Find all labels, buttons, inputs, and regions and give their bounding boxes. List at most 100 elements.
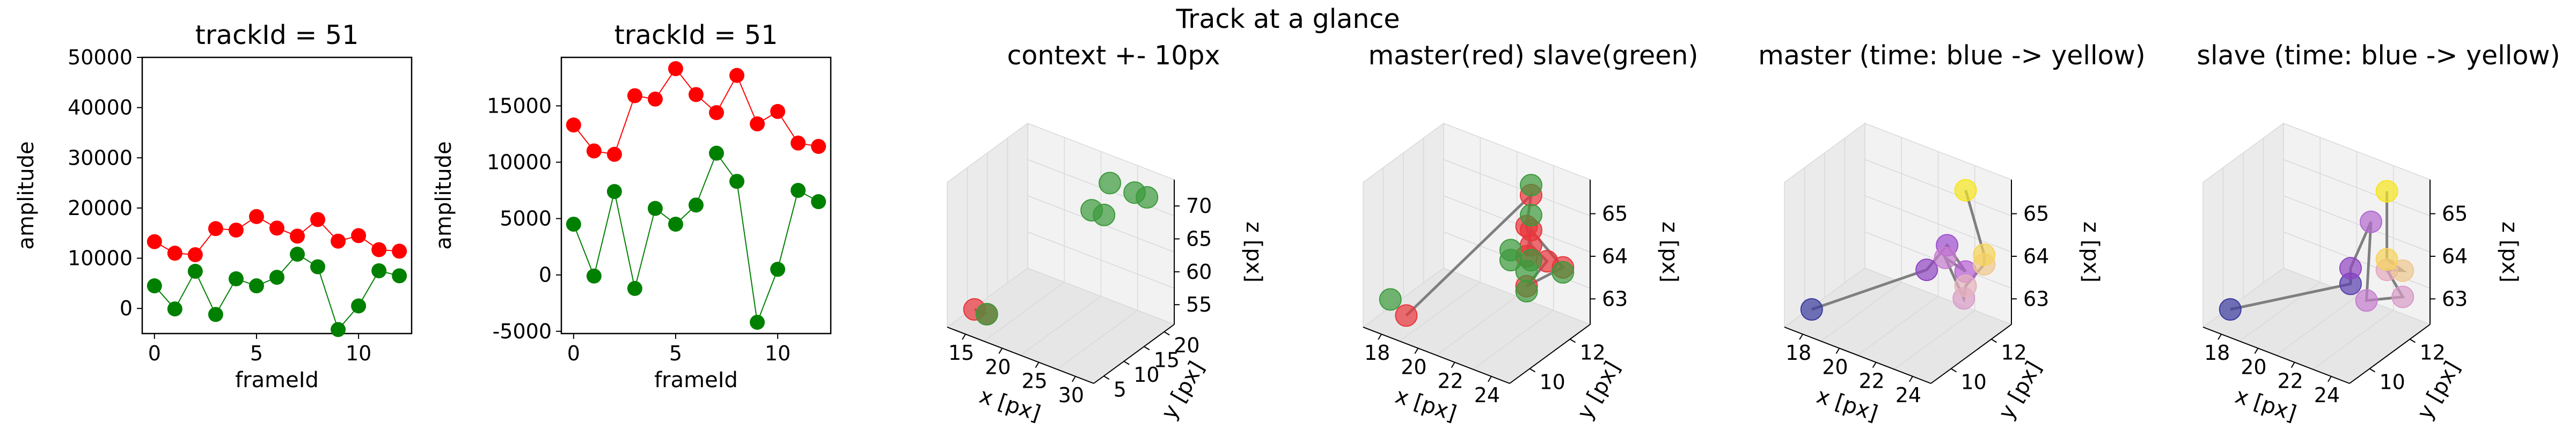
y-tick-label: 12 xyxy=(2001,341,2027,365)
x-tick xyxy=(1451,362,1455,368)
scatter-point xyxy=(1800,298,1823,321)
x-tick xyxy=(1909,376,1913,382)
scatter-point xyxy=(1915,258,1938,282)
data-point xyxy=(310,259,326,275)
scatter-point xyxy=(975,302,998,326)
z-tick-label: 64 xyxy=(2023,245,2049,268)
scatter-point xyxy=(2355,289,2378,312)
y-tick-label: 10 xyxy=(1540,371,1565,394)
data-point xyxy=(627,88,642,103)
x-tick-label: 5 xyxy=(250,342,263,365)
x-tick-label: 22 xyxy=(1858,369,1884,393)
data-point xyxy=(647,201,663,216)
y-tick-label: -5000 xyxy=(493,320,552,343)
scatter-point xyxy=(1093,203,1116,226)
scatter-point xyxy=(2375,180,2398,203)
y-tick-label: 12 xyxy=(1580,341,1606,365)
data-point xyxy=(290,247,305,262)
data-point xyxy=(668,217,683,232)
scatter-point xyxy=(2391,259,2414,282)
scatter-point xyxy=(1099,172,1122,195)
x-tick-label: 20 xyxy=(1401,355,1426,379)
y-tick xyxy=(1163,331,1170,336)
grid-line xyxy=(1820,282,1902,342)
scatter-point xyxy=(1499,239,1522,262)
scatter-point xyxy=(1519,204,1542,227)
chart-title: slave (time: blue -> yellow) xyxy=(2197,40,2560,71)
line-chart-1: trackId = 51 0 5 10 0 10000 20000 30000 40000 500… xyxy=(14,20,413,393)
chart-panels: trackId = 510 5 10010000200003000040000500… xyxy=(14,20,2560,426)
data-point xyxy=(689,197,704,213)
grid-line xyxy=(1399,282,1481,342)
x-tick xyxy=(1035,362,1040,368)
x-tick xyxy=(1414,347,1419,354)
y-tick xyxy=(2369,368,2376,373)
x-tick-label: 0 xyxy=(567,342,580,365)
data-point xyxy=(791,183,806,198)
z-tick-label: 55 xyxy=(1186,293,1212,316)
grid-line xyxy=(1057,310,1138,370)
data-point xyxy=(269,270,284,285)
y-tick xyxy=(1569,338,1576,343)
grid-line xyxy=(2283,159,2431,217)
z-axis-label: z [px] xyxy=(2497,221,2522,283)
z-tick-label: 63 xyxy=(2023,287,2049,310)
scatter-point xyxy=(1954,275,1977,298)
x-tick-label: 24 xyxy=(1474,383,1500,407)
data-point xyxy=(392,243,407,259)
scatter-point xyxy=(1934,246,1957,269)
grid-line xyxy=(1894,310,1975,370)
y-tick-label: 40000 xyxy=(68,96,133,120)
data-point xyxy=(586,143,602,159)
scatter-point xyxy=(2219,298,2242,321)
grid-line xyxy=(2283,195,2431,253)
z-tick-label: 65 xyxy=(2023,202,2049,226)
x-tick-label: 22 xyxy=(2277,369,2303,393)
x-tick-label: 20 xyxy=(2241,355,2266,379)
y-tick-label: 5 xyxy=(1114,378,1126,401)
x-tick xyxy=(2328,376,2332,382)
y-tick-label: 10000 xyxy=(68,247,133,270)
data-point xyxy=(770,262,786,277)
y-axis-label: y [px] xyxy=(1572,357,1625,424)
x-axis-line xyxy=(947,327,1094,384)
data-point xyxy=(392,268,407,284)
scatter-point xyxy=(2359,210,2382,233)
data-point xyxy=(187,263,203,279)
3d-scatter-3: master (time: blue -> yellow) 18 20 22 24 10 1… xyxy=(1758,40,2146,426)
y-tick-label: 20 xyxy=(1174,334,1199,357)
grid-line xyxy=(2312,310,2394,370)
x-axis-line xyxy=(2202,327,2350,384)
y-tick-label: 5000 xyxy=(500,207,552,231)
y-tick-label: 15 xyxy=(1154,348,1180,372)
y-axis-line xyxy=(1930,324,2012,384)
z-tick-label: 63 xyxy=(2442,287,2468,310)
y-tick-label: 12 xyxy=(2420,341,2446,365)
x-tick xyxy=(1872,362,1877,368)
data-point xyxy=(310,212,326,227)
x-tick-label: 25 xyxy=(1021,369,1047,393)
scatter-point xyxy=(1379,288,1402,311)
data-point xyxy=(228,271,244,286)
series-line-2 xyxy=(573,152,819,324)
z-tick-label: 65 xyxy=(2442,202,2468,226)
data-point xyxy=(770,103,786,119)
data-point xyxy=(351,298,367,314)
line-chart-2: trackId = 51 0 5 10 -5000 0 5000 10000 15000 fram… xyxy=(431,20,832,393)
chart-title: context +- 10px xyxy=(1007,40,1220,71)
y-tick xyxy=(1990,338,1997,343)
z-tick-label: 65 xyxy=(1186,227,1212,250)
data-point xyxy=(791,135,806,151)
x-tick xyxy=(1488,376,1492,382)
grid-line xyxy=(1473,310,1554,370)
z-tick-label: 64 xyxy=(1602,245,1628,268)
x-tick-label: 18 xyxy=(1364,341,1390,365)
z-tick-label: 70 xyxy=(1186,194,1212,218)
y-tick-label: 10 xyxy=(2380,371,2405,394)
x-tick-label: 18 xyxy=(2204,341,2230,365)
y-tick-label: 30000 xyxy=(68,146,133,169)
y-tick xyxy=(1123,360,1130,365)
x-tick-label: 20 xyxy=(985,355,1011,379)
